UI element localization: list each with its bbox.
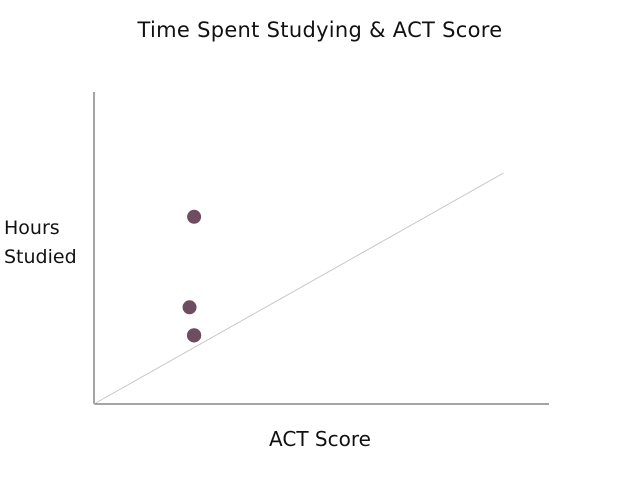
y-axis-label-line-1: Hours bbox=[4, 217, 60, 239]
trend-line bbox=[93, 172, 504, 405]
chart-title: Time Spent Studying & ACT Score bbox=[137, 18, 503, 42]
y-axis-label: Hours Studied bbox=[4, 214, 77, 272]
data-point bbox=[182, 300, 197, 315]
data-point bbox=[187, 328, 202, 343]
y-axis-label-line-2: Studied bbox=[4, 246, 77, 268]
data-point bbox=[187, 209, 202, 224]
x-axis-label: ACT Score bbox=[269, 427, 371, 451]
data-points bbox=[182, 209, 202, 343]
